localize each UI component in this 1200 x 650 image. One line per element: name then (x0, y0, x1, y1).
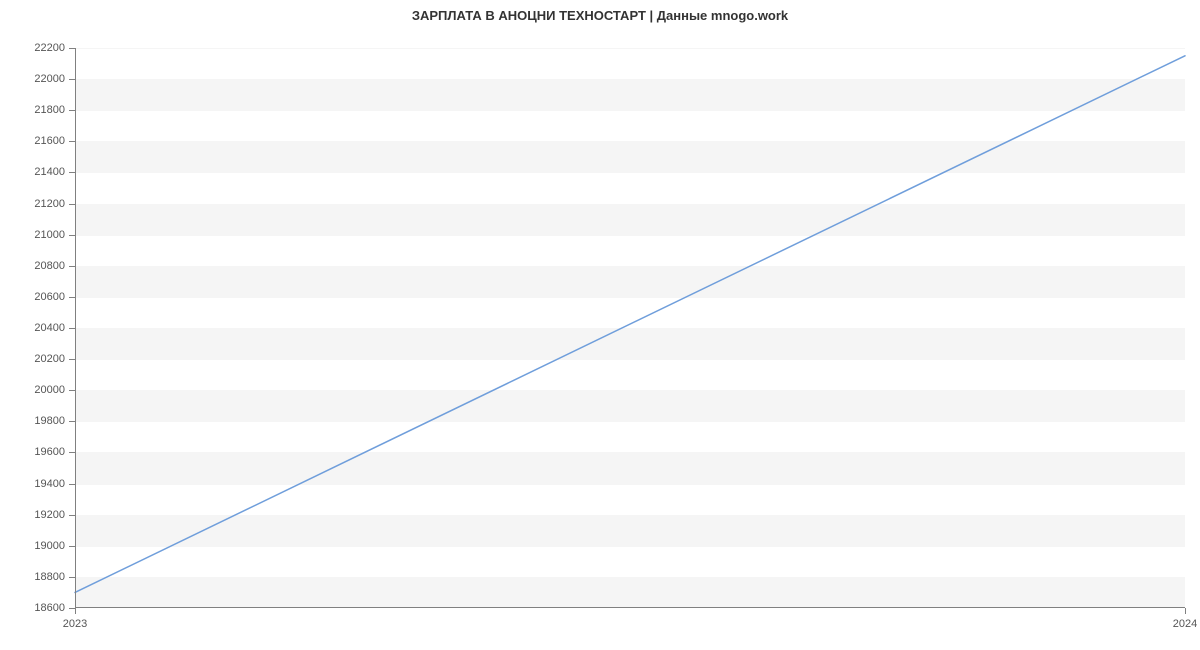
y-tick-label: 20000 (0, 384, 65, 396)
x-tick-label: 2024 (1173, 618, 1197, 630)
y-tick (69, 359, 75, 360)
y-tick (69, 141, 75, 142)
y-tick (69, 328, 75, 329)
y-tick-label: 21600 (0, 135, 65, 147)
y-tick-label: 18600 (0, 602, 65, 614)
y-tick (69, 48, 75, 49)
plot-area (75, 48, 1185, 608)
y-tick (69, 421, 75, 422)
y-tick-label: 22000 (0, 73, 65, 85)
x-tick (75, 608, 76, 614)
x-tick-label: 2023 (63, 618, 87, 630)
y-tick-label: 20400 (0, 322, 65, 334)
y-tick (69, 390, 75, 391)
y-tick-label: 19800 (0, 415, 65, 427)
y-tick-label: 21800 (0, 104, 65, 116)
y-tick-label: 20200 (0, 353, 65, 365)
y-tick (69, 235, 75, 236)
y-tick-label: 19600 (0, 446, 65, 458)
y-tick-label: 20600 (0, 291, 65, 303)
salary-line-chart: ЗАРПЛАТА В АНОЦНИ ТЕХНОСТАРТ | Данные mn… (0, 0, 1200, 650)
y-tick (69, 204, 75, 205)
x-tick (1185, 608, 1186, 614)
axes (75, 48, 1185, 608)
y-tick-label: 22200 (0, 42, 65, 54)
y-tick (69, 577, 75, 578)
y-tick (69, 452, 75, 453)
y-tick-label: 20800 (0, 260, 65, 272)
y-tick (69, 172, 75, 173)
y-tick (69, 515, 75, 516)
y-tick (69, 79, 75, 80)
y-tick-label: 19000 (0, 540, 65, 552)
y-tick-label: 19200 (0, 509, 65, 521)
y-tick (69, 266, 75, 267)
y-tick-label: 21000 (0, 229, 65, 241)
y-tick (69, 484, 75, 485)
y-tick-label: 18800 (0, 571, 65, 583)
chart-title: ЗАРПЛАТА В АНОЦНИ ТЕХНОСТАРТ | Данные mn… (0, 8, 1200, 23)
y-tick-label: 21200 (0, 198, 65, 210)
y-tick (69, 546, 75, 547)
y-tick (69, 297, 75, 298)
y-tick-label: 19400 (0, 478, 65, 490)
y-tick (69, 110, 75, 111)
y-tick-label: 21400 (0, 166, 65, 178)
